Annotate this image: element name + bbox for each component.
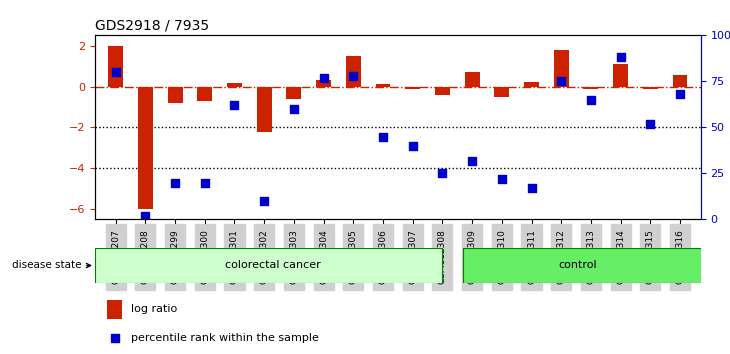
Text: colorectal cancer: colorectal cancer — [226, 261, 321, 270]
Point — [318, 75, 329, 81]
Bar — [672, 75, 688, 86]
Point — [645, 121, 656, 127]
Point — [347, 73, 359, 79]
Point — [585, 97, 596, 103]
Text: percentile rank within the sample: percentile rank within the sample — [131, 333, 319, 343]
Bar — [107, 300, 122, 319]
Bar — [643, 86, 658, 88]
Point — [466, 158, 478, 164]
Point — [556, 79, 567, 84]
Bar — [435, 86, 450, 95]
Bar — [613, 64, 628, 86]
Text: GDS2918 / 7935: GDS2918 / 7935 — [95, 19, 209, 33]
Point — [109, 335, 120, 341]
Text: log ratio: log ratio — [131, 304, 177, 314]
Point — [615, 55, 626, 60]
Point — [110, 69, 121, 75]
Point — [139, 213, 151, 219]
Bar — [257, 86, 272, 132]
Bar — [108, 46, 123, 86]
Bar — [524, 82, 539, 86]
Point — [258, 198, 270, 204]
Bar — [138, 86, 153, 209]
Point — [437, 171, 448, 176]
Bar — [494, 86, 510, 97]
Point — [496, 176, 507, 182]
Bar — [316, 80, 331, 86]
Point — [526, 185, 537, 191]
Bar — [168, 86, 182, 103]
Point — [288, 106, 300, 112]
Bar — [465, 72, 480, 86]
Point — [228, 103, 240, 108]
Bar — [286, 86, 301, 99]
Bar — [554, 50, 569, 86]
Bar — [197, 86, 212, 101]
Point — [675, 91, 686, 97]
Bar — [405, 86, 420, 88]
Bar — [375, 85, 391, 86]
Text: control: control — [558, 261, 597, 270]
Bar — [583, 86, 599, 88]
Bar — [346, 56, 361, 86]
FancyBboxPatch shape — [464, 248, 710, 283]
Point — [407, 143, 418, 149]
FancyBboxPatch shape — [95, 248, 442, 283]
Point — [169, 180, 181, 185]
Point — [199, 180, 211, 185]
Text: disease state: disease state — [12, 261, 91, 270]
Point — [377, 134, 389, 139]
Bar — [227, 84, 242, 86]
